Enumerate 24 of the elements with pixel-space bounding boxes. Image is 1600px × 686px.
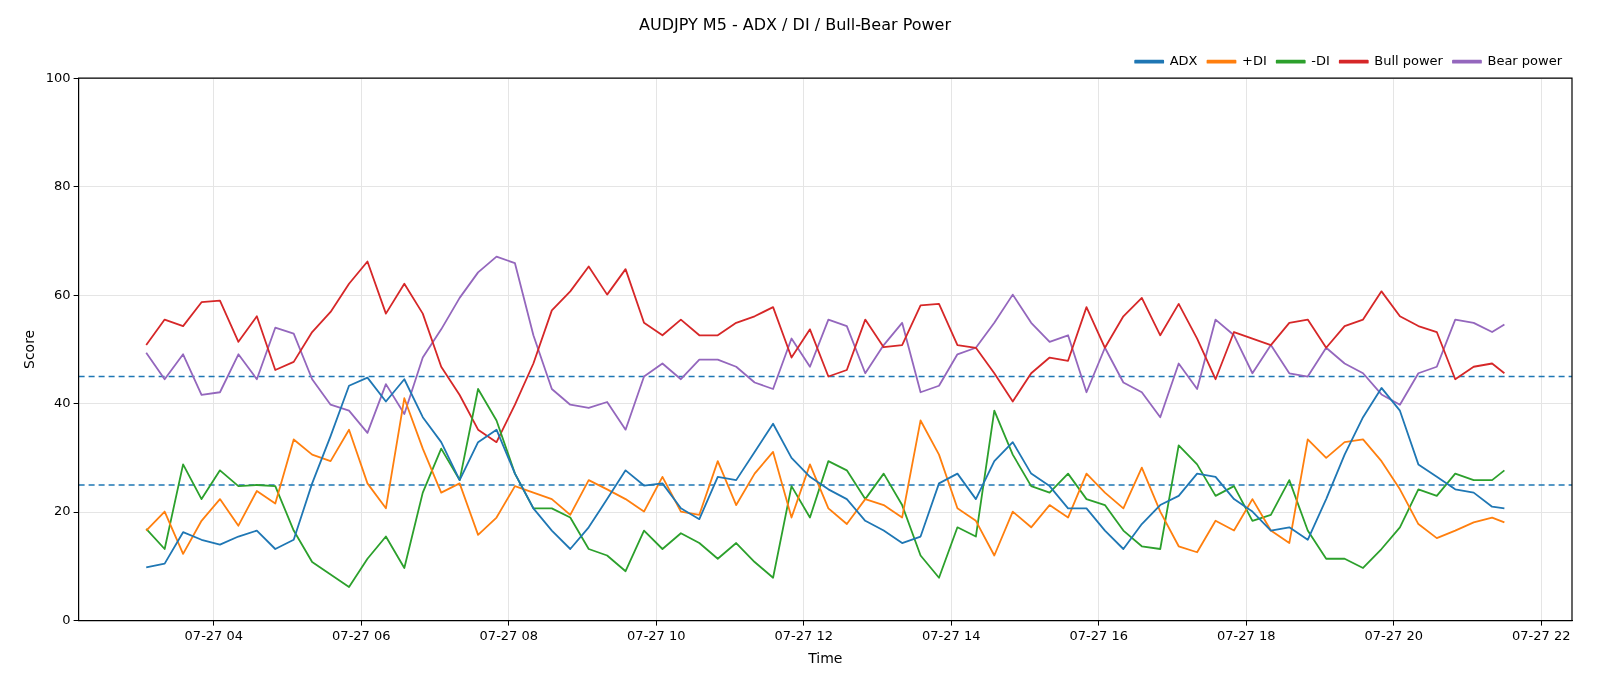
y-axis-title: Score [21,329,38,370]
x-tick-label: 07-27 08 [479,627,539,643]
x-tick-label: 07-27 18 [1217,627,1276,643]
y-tick-label: 40 [54,395,71,411]
x-tick-label: 07-27 12 [774,627,834,643]
y-tick-label: 60 [54,286,71,302]
x-tick-label: 07-27 16 [1069,627,1129,643]
legend-label: Bear power [1487,53,1563,69]
x-tick-label: 07-27 14 [922,627,981,643]
legend-label: +DI [1241,53,1267,69]
legend-label: ADX [1169,53,1198,69]
x-axis-title: Time [807,650,843,667]
y-tick-label: 80 [54,178,71,194]
x-tick-label: 07-27 04 [184,627,244,643]
x-tick-label: 07-27 22 [1512,627,1571,643]
legend-label: Bull power [1374,53,1444,69]
x-tick-label: 07-27 20 [1364,627,1423,643]
y-tick-label: 20 [54,503,71,519]
y-tick-label: 100 [45,69,71,85]
x-tick-label: 07-27 10 [627,627,686,643]
y-tick-label: 0 [62,611,71,627]
chart-title: AUDJPY M5 - ADX / DI / Bull-Bear Power [638,14,952,34]
legend-label: -DI [1311,53,1330,69]
x-tick-label: 07-27 06 [332,627,391,643]
